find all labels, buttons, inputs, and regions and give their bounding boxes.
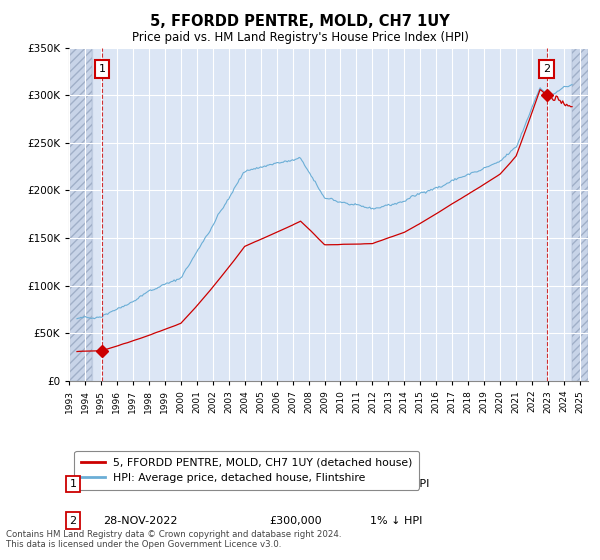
Bar	[572, 48, 588, 381]
Text: 1% ↓ HPI: 1% ↓ HPI	[370, 516, 422, 526]
Text: £31,700: £31,700	[269, 479, 314, 489]
Text: £300,000: £300,000	[269, 516, 322, 526]
Bar	[69, 48, 92, 381]
Legend: 5, FFORDD PENTRE, MOLD, CH7 1UY (detached house), HPI: Average price, detached h: 5, FFORDD PENTRE, MOLD, CH7 1UY (detache…	[74, 451, 419, 489]
Text: 2: 2	[543, 64, 550, 74]
Text: Price paid vs. HM Land Registry's House Price Index (HPI): Price paid vs. HM Land Registry's House …	[131, 31, 469, 44]
Text: Contains HM Land Registry data © Crown copyright and database right 2024.: Contains HM Land Registry data © Crown c…	[6, 530, 341, 539]
Text: 1: 1	[70, 479, 77, 489]
Text: 2: 2	[70, 516, 77, 526]
Text: 5, FFORDD PENTRE, MOLD, CH7 1UY: 5, FFORDD PENTRE, MOLD, CH7 1UY	[150, 14, 450, 29]
Text: 53% ↓ HPI: 53% ↓ HPI	[370, 479, 430, 489]
Text: This data is licensed under the Open Government Licence v3.0.: This data is licensed under the Open Gov…	[6, 540, 281, 549]
Text: 28-NOV-2022: 28-NOV-2022	[103, 516, 177, 526]
Bar	[572, 48, 588, 381]
Text: 1: 1	[98, 64, 106, 74]
Text: 27-JAN-1995: 27-JAN-1995	[103, 479, 173, 489]
Bar	[69, 48, 92, 381]
